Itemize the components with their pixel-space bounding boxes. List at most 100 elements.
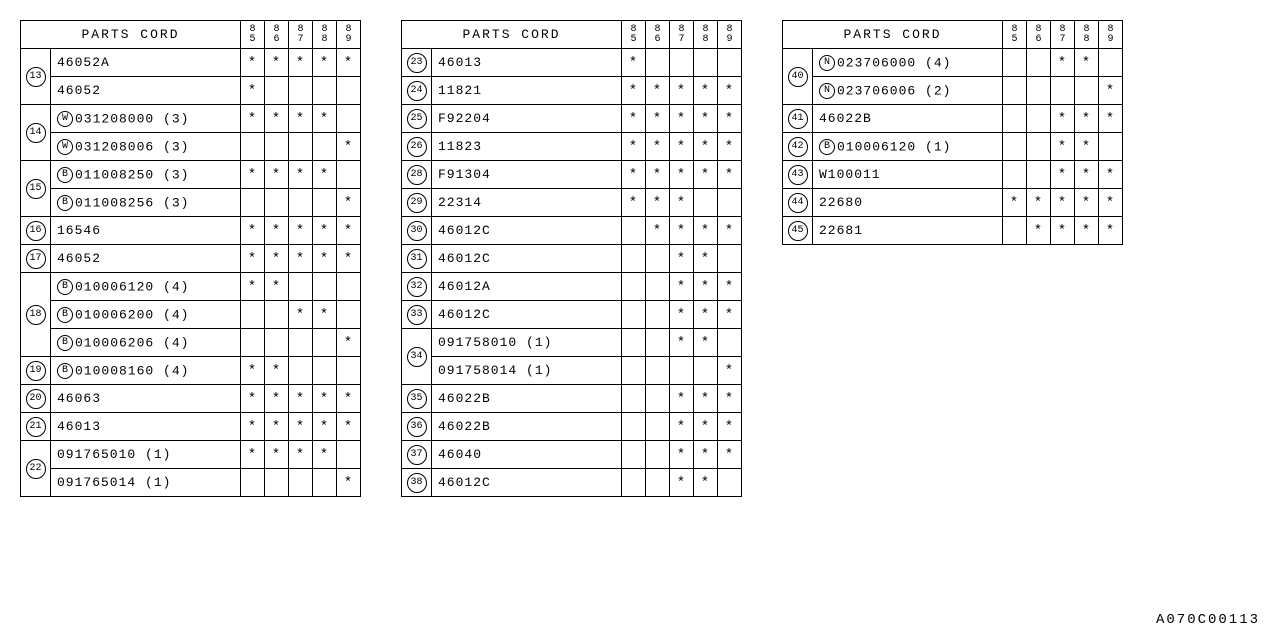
mark-cell: * bbox=[694, 245, 718, 273]
mark-cell bbox=[1051, 77, 1075, 105]
mark-cell bbox=[241, 133, 265, 161]
row-index: 42 bbox=[783, 133, 813, 161]
footer-code: A070C00113 bbox=[1156, 612, 1260, 628]
mark-cell bbox=[646, 469, 670, 497]
mark-cell bbox=[241, 189, 265, 217]
mark-cell: * bbox=[1051, 189, 1075, 217]
part-number: 11821 bbox=[432, 77, 622, 105]
mark-cell: * bbox=[1003, 189, 1027, 217]
mark-cell: * bbox=[670, 105, 694, 133]
mark-cell: * bbox=[337, 245, 361, 273]
mark-cell: * bbox=[718, 105, 742, 133]
mark-cell bbox=[1099, 49, 1123, 77]
mark-cell: * bbox=[265, 385, 289, 413]
mark-cell: * bbox=[265, 441, 289, 469]
mark-cell: * bbox=[265, 49, 289, 77]
mark-cell bbox=[1099, 133, 1123, 161]
mark-cell: * bbox=[694, 385, 718, 413]
mark-cell: * bbox=[694, 105, 718, 133]
mark-cell bbox=[241, 329, 265, 357]
mark-cell: * bbox=[670, 273, 694, 301]
prefix-letter: W bbox=[57, 111, 73, 127]
prefix-letter: N bbox=[819, 83, 835, 99]
parts-table: PARTS CORD85868788892346013*2411821*****… bbox=[401, 20, 742, 497]
part-number: 46013 bbox=[51, 413, 241, 441]
prefix-letter: B bbox=[57, 279, 73, 295]
mark-cell: * bbox=[694, 329, 718, 357]
mark-cell bbox=[265, 469, 289, 497]
part-number: 46012C bbox=[432, 469, 622, 497]
mark-cell bbox=[289, 357, 313, 385]
table-row: 2346013* bbox=[402, 49, 742, 77]
table-row: 3546022B*** bbox=[402, 385, 742, 413]
mark-cell: * bbox=[622, 189, 646, 217]
year-header: 86 bbox=[1027, 21, 1051, 49]
mark-cell bbox=[337, 273, 361, 301]
mark-cell bbox=[1075, 77, 1099, 105]
prefix-letter: B bbox=[819, 139, 835, 155]
mark-cell: * bbox=[1075, 49, 1099, 77]
row-index: 43 bbox=[783, 161, 813, 189]
row-index: 41 bbox=[783, 105, 813, 133]
year-header: 89 bbox=[1099, 21, 1123, 49]
mark-cell bbox=[1003, 161, 1027, 189]
part-number: W031208006 (3) bbox=[51, 133, 241, 161]
mark-cell bbox=[694, 189, 718, 217]
part-number: 11823 bbox=[432, 133, 622, 161]
part-number: 091765010 (1) bbox=[51, 441, 241, 469]
mark-cell: * bbox=[1027, 189, 1051, 217]
mark-cell bbox=[646, 385, 670, 413]
mark-cell: * bbox=[1075, 217, 1099, 245]
mark-cell: * bbox=[694, 413, 718, 441]
mark-cell: * bbox=[1099, 105, 1123, 133]
mark-cell bbox=[313, 133, 337, 161]
mark-cell bbox=[718, 329, 742, 357]
mark-cell: * bbox=[1027, 217, 1051, 245]
mark-cell bbox=[718, 49, 742, 77]
part-number: N023706006 (2) bbox=[813, 77, 1003, 105]
table-row: B011008256 (3)* bbox=[21, 189, 361, 217]
mark-cell bbox=[265, 301, 289, 329]
table-row: 3346012C*** bbox=[402, 301, 742, 329]
prefix-letter: B bbox=[57, 195, 73, 211]
mark-cell: * bbox=[670, 385, 694, 413]
table-row: 1346052A***** bbox=[21, 49, 361, 77]
mark-cell bbox=[718, 469, 742, 497]
mark-cell: * bbox=[718, 133, 742, 161]
table-row: B010006200 (4)** bbox=[21, 301, 361, 329]
table-row: 2611823***** bbox=[402, 133, 742, 161]
row-index: 24 bbox=[402, 77, 432, 105]
year-header: 87 bbox=[289, 21, 313, 49]
year-header: 88 bbox=[313, 21, 337, 49]
mark-cell: * bbox=[646, 133, 670, 161]
mark-cell bbox=[646, 357, 670, 385]
mark-cell: * bbox=[337, 329, 361, 357]
row-index: 23 bbox=[402, 49, 432, 77]
mark-cell: * bbox=[313, 385, 337, 413]
mark-cell: * bbox=[718, 413, 742, 441]
row-index: 28 bbox=[402, 161, 432, 189]
mark-cell bbox=[337, 301, 361, 329]
mark-cell: * bbox=[670, 217, 694, 245]
mark-cell: * bbox=[289, 413, 313, 441]
mark-cell: * bbox=[337, 133, 361, 161]
row-index: 20 bbox=[21, 385, 51, 413]
year-header: 88 bbox=[1075, 21, 1099, 49]
part-number: 46052A bbox=[51, 49, 241, 77]
mark-cell bbox=[1003, 105, 1027, 133]
mark-cell bbox=[622, 301, 646, 329]
mark-cell: * bbox=[1099, 161, 1123, 189]
mark-cell: * bbox=[622, 161, 646, 189]
table-row: 091765014 (1)* bbox=[21, 469, 361, 497]
table-row: 3146012C** bbox=[402, 245, 742, 273]
mark-cell bbox=[289, 469, 313, 497]
part-number: 46052 bbox=[51, 77, 241, 105]
mark-cell: * bbox=[337, 385, 361, 413]
mark-cell: * bbox=[241, 245, 265, 273]
table-row: 3246012A*** bbox=[402, 273, 742, 301]
mark-cell bbox=[337, 161, 361, 189]
mark-cell bbox=[265, 189, 289, 217]
year-header: 85 bbox=[241, 21, 265, 49]
mark-cell: * bbox=[289, 105, 313, 133]
mark-cell bbox=[289, 189, 313, 217]
